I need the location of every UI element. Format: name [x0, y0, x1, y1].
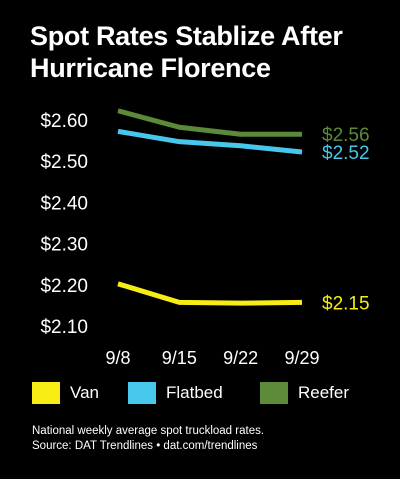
y-tick-label: $2.60 — [40, 111, 88, 132]
x-tick-label: 9/29 — [284, 348, 319, 368]
legend-item-reefer: Reefer — [260, 376, 349, 410]
chart-axes: $2.60 $2.50 $2.40 $2.30 $2.20 $2.10 9/8 9/15 9/2… — [40, 111, 319, 368]
x-tick-label: 9/8 — [105, 348, 130, 368]
chart-end-labels: $2.15 $2.52$2.56 — [322, 125, 370, 314]
x-tick-label: 9/22 — [223, 348, 258, 368]
footnote-line-1: National weekly average spot truckload r… — [32, 425, 265, 437]
y-tick-label: $2.50 — [40, 152, 88, 173]
y-tick-label: $2.30 — [40, 235, 88, 256]
series-line-van — [117, 281, 303, 306]
chart-footnote: National weekly average spot truckload r… — [32, 424, 392, 454]
end-label-flatbed: $2.52 — [322, 143, 370, 164]
legend-item-van: Van — [32, 376, 99, 410]
series-line-flatbed — [117, 128, 303, 155]
chart-series-lines — [117, 108, 303, 306]
legend-item-flatbed: Flatbed — [128, 376, 223, 410]
legend-label-flatbed: Flatbed — [166, 383, 223, 402]
legend-swatch-van — [32, 382, 60, 404]
chart-title-line-1: Spot Rates Stablize After — [30, 21, 343, 51]
series-line-reefer — [117, 108, 302, 137]
chart-legend: Van Flatbed Reefer — [32, 376, 392, 410]
legend-label-van: Van — [70, 383, 99, 402]
y-tick-label: $2.40 — [40, 193, 88, 214]
end-label-reefer: $2.56 — [322, 125, 370, 146]
y-tick-label: $2.20 — [40, 276, 88, 297]
legend-swatch-reefer — [260, 382, 288, 404]
x-tick-label: 9/15 — [162, 348, 197, 368]
y-tick-label: $2.10 — [40, 317, 88, 338]
footnote-line-2: Source: DAT Trendlines • dat.com/trendli… — [32, 440, 258, 452]
legend-label-reefer: Reefer — [298, 383, 350, 402]
end-label-van: $2.15 — [322, 293, 370, 314]
legend-swatch-flatbed — [128, 382, 156, 404]
chart-title: Spot Rates Stablize After Hurricane Flor… — [30, 20, 390, 84]
chart-title-line-2: Hurricane Florence — [30, 53, 271, 83]
